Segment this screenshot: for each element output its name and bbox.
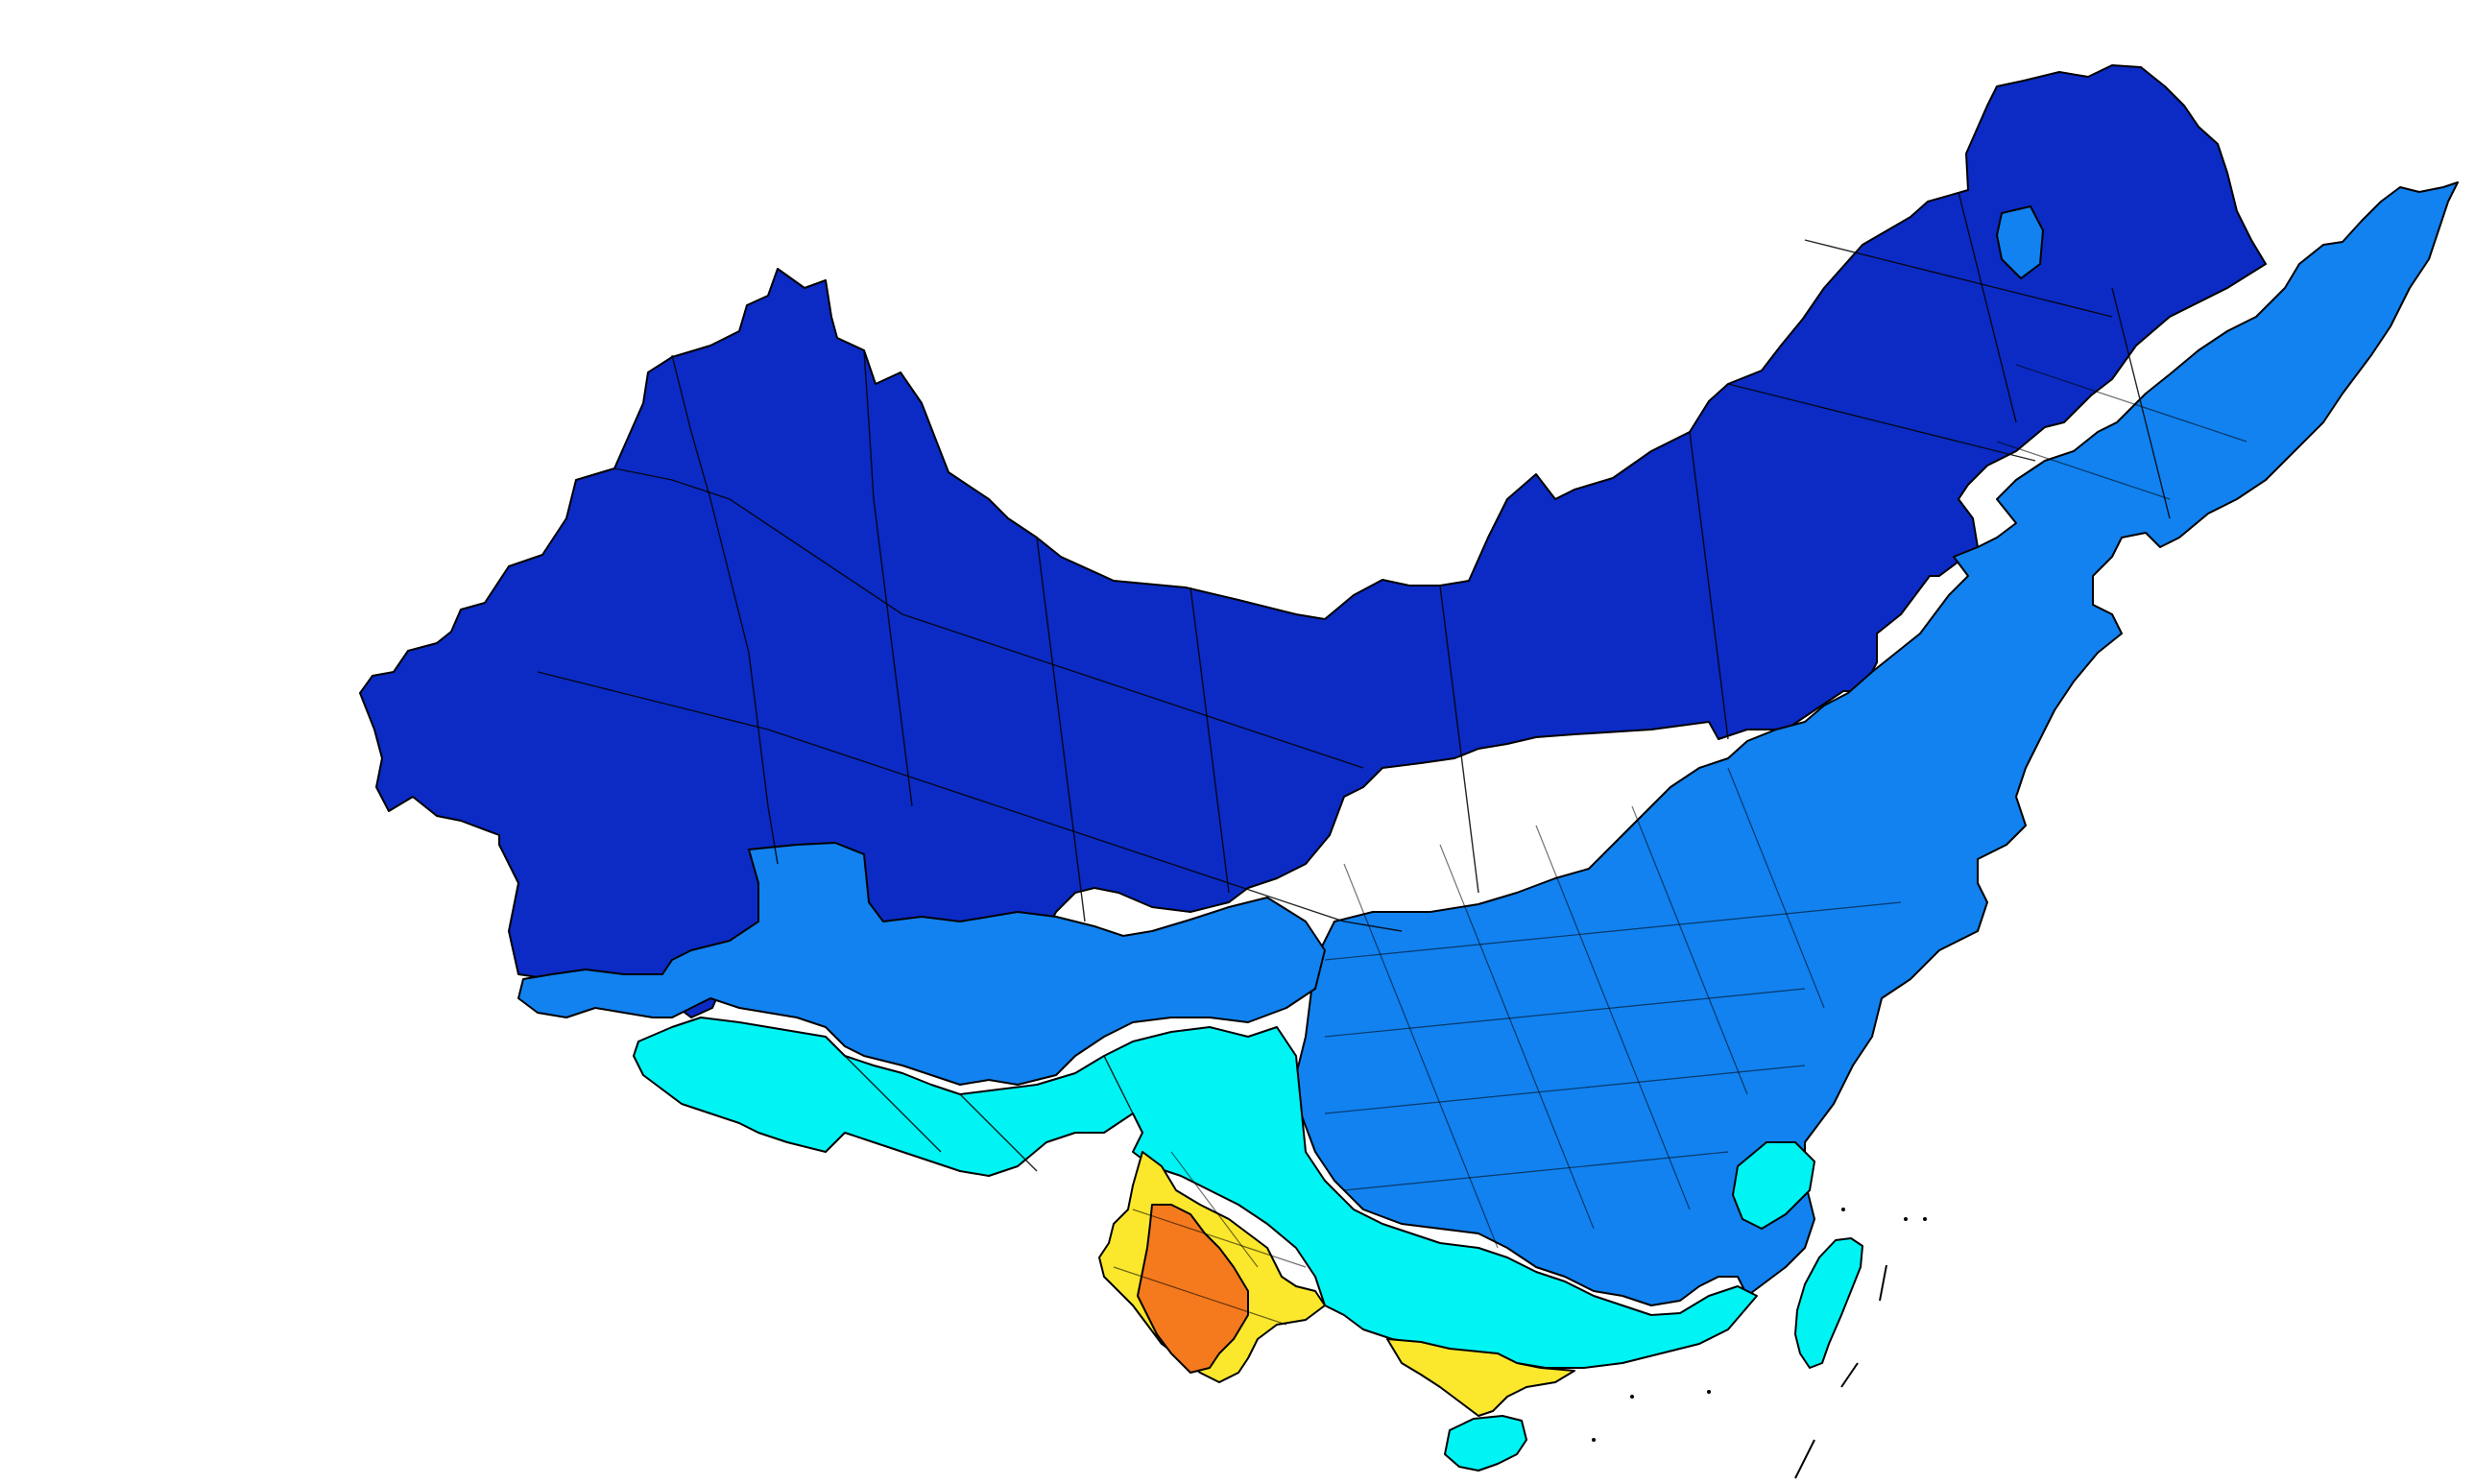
region-guangxi-yellow xyxy=(1386,1338,1575,1417)
region-south-cyan xyxy=(633,1017,1758,1369)
region-taiwan-cyan xyxy=(1794,1237,1863,1369)
dense-county-lines xyxy=(1113,364,2247,1326)
region-east-medium-blue xyxy=(1295,181,2459,1306)
region-fujian-cyan xyxy=(1732,1141,1815,1230)
boundary-lines xyxy=(537,191,2171,1172)
offshore-islands xyxy=(1592,1208,1927,1479)
region-tibet-medium-blue xyxy=(517,842,1326,1086)
region-northwest-dark-blue xyxy=(359,64,2267,1018)
region-northeast-lightspot xyxy=(1996,205,2044,279)
region-hainan-cyan xyxy=(1444,1415,1527,1472)
